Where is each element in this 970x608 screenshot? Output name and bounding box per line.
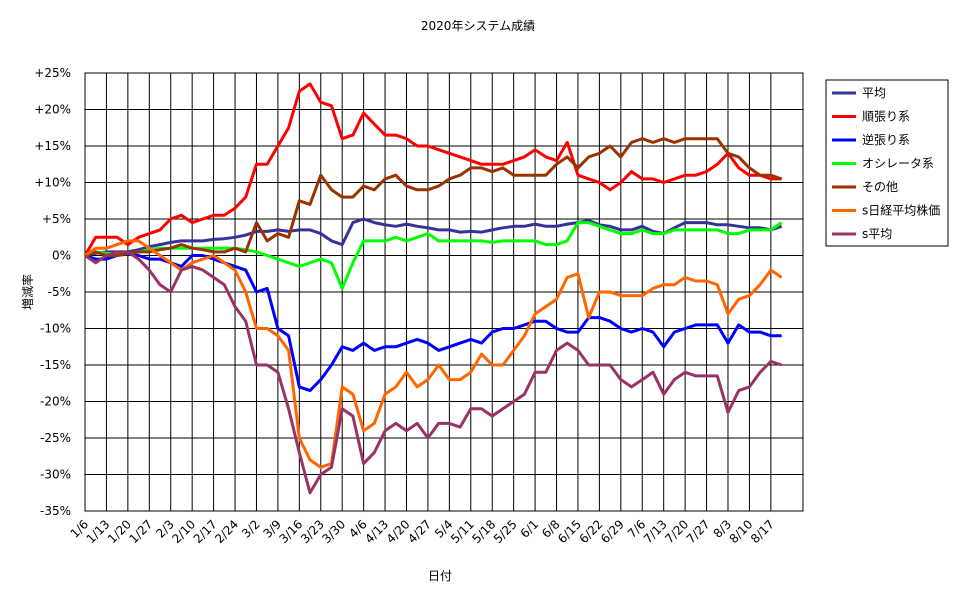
series-line [84, 137, 783, 257]
x-tick-label: 5/11 [448, 517, 477, 546]
series-line [84, 252, 782, 393]
y-tick-label: -35% [40, 504, 71, 518]
legend-label: 平均 [862, 86, 886, 100]
x-tick-label: 2/24 [212, 517, 241, 546]
y-tick-label: 0% [52, 249, 71, 263]
x-tick-label: 1/13 [84, 517, 113, 546]
x-tick-label: 4/13 [362, 517, 391, 546]
x-tick-label: 3/16 [276, 517, 305, 546]
x-tick-label: 2/10 [169, 517, 198, 546]
y-tick-label: -25% [40, 431, 71, 445]
series-line [84, 250, 783, 495]
x-tick-label: 6/15 [555, 517, 584, 546]
x-tick-label: 5/25 [491, 517, 520, 546]
x-tick-label: 7/27 [684, 517, 713, 546]
x-tick-label: 3/30 [319, 517, 348, 546]
y-tick-label: -20% [40, 395, 71, 409]
x-tick-label: 4/20 [384, 517, 413, 546]
x-tick-label: 1/27 [126, 517, 155, 546]
x-tick-label: 3/2 [239, 517, 263, 541]
x-tick-label: 6/22 [577, 517, 606, 546]
chart-title: 2020年システム成績 [421, 19, 535, 33]
x-tick-label: 4/27 [405, 517, 434, 546]
y-tick-label: +5% [42, 212, 71, 226]
legend-label: s日経平均株価 [862, 203, 940, 218]
x-tick-label: 6/29 [598, 517, 627, 546]
x-tick-label: 6/1 [518, 517, 542, 541]
legend-label: 逆張り系 [862, 132, 910, 147]
x-tick-label: 8/17 [748, 517, 777, 546]
series-line [83, 82, 782, 257]
x-tick-label: 5/18 [469, 517, 498, 546]
y-tick-label: +15% [34, 139, 71, 153]
y-axis-label: 増減率 [20, 274, 35, 310]
x-tick-label: 1/20 [105, 517, 134, 546]
x-tick-label: 8/10 [727, 517, 756, 546]
x-tick-label: 2/17 [191, 517, 220, 546]
y-tick-label: -30% [40, 468, 71, 482]
legend-label: 順張り系 [862, 110, 910, 124]
y-tick-label: -15% [40, 358, 71, 372]
legend-label: s平均 [862, 227, 892, 241]
legend-label: オシレータ系 [862, 157, 934, 171]
x-tick-label: 7/13 [641, 517, 670, 546]
x-tick-label: 7/20 [662, 517, 691, 546]
x-axis-label: 日付 [428, 569, 452, 583]
legend-label: その他 [862, 180, 898, 194]
y-tick-label: +25% [34, 66, 71, 80]
x-tick-label: 3/23 [298, 517, 327, 546]
y-tick-label: -5% [48, 285, 71, 299]
series-line [84, 239, 783, 469]
y-tick-label: -10% [40, 322, 71, 336]
y-tick-label: +10% [34, 176, 71, 190]
y-tick-label: +20% [34, 103, 71, 117]
